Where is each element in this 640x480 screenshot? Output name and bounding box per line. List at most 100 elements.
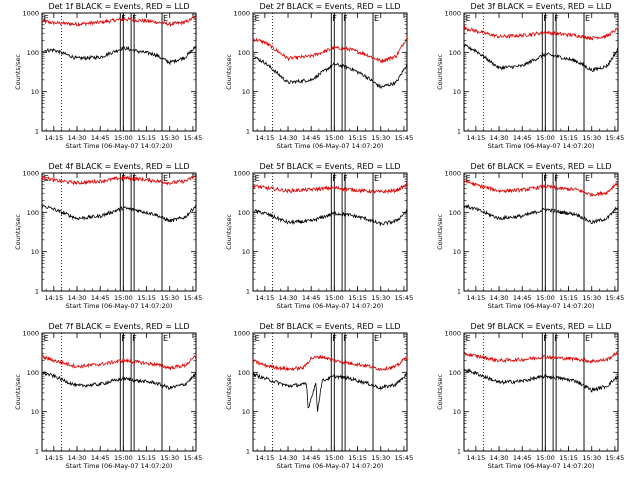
- y-tick-label: 100: [449, 49, 461, 57]
- x-axis-label: Start Time (06-May-07 14:07:20): [66, 462, 173, 470]
- y-tick-label: 1: [35, 128, 39, 136]
- panel-title: Det 7f BLACK = Events, RED = LLD: [48, 322, 189, 331]
- x-tick-label: 14:15: [466, 294, 485, 302]
- panel-det-4: Det 4f BLACK = Events, RED = LLD 1 10 100 10…: [14, 162, 202, 310]
- x-tick-label: 15:00: [325, 294, 344, 302]
- flag-label: F: [543, 14, 548, 23]
- series-black-line: [41, 203, 197, 223]
- y-axis-label: Counts/sec: [14, 374, 22, 410]
- panel-title: Det 9f BLACK = Events, RED = LLD: [470, 322, 611, 331]
- y-tick-label: 10: [242, 248, 250, 256]
- y-tick-label: 1000: [444, 330, 461, 338]
- flag-label: F: [343, 174, 348, 183]
- series-red-line: [463, 179, 619, 197]
- y-axis-label: Counts/sec: [225, 214, 233, 250]
- flag-label: F: [343, 14, 348, 23]
- x-tick-label: 15:30: [582, 454, 601, 462]
- y-tick-label: 1000: [233, 170, 250, 178]
- y-tick-label: 1000: [22, 330, 39, 338]
- x-tick-label: 14:45: [302, 134, 321, 142]
- flag-label: E: [466, 14, 471, 23]
- y-tick-label: 10: [31, 408, 39, 416]
- x-axis-label: Start Time (06-May-07 14:07:20): [277, 462, 384, 470]
- x-tick-label: 14:30: [490, 454, 509, 462]
- x-axis-label: Start Time (06-May-07 14:07:20): [488, 462, 595, 470]
- x-tick-label: 14:15: [44, 294, 63, 302]
- flag-label: F: [121, 14, 126, 23]
- y-tick-label: 100: [27, 209, 39, 217]
- panel-det-9: Det 9f BLACK = Events, RED = LLD 1 10 100 10…: [436, 322, 624, 470]
- x-tick-label: 15:45: [184, 134, 203, 142]
- flag-label: F: [121, 334, 126, 343]
- series-black-line: [252, 208, 408, 226]
- x-tick-label: 14:30: [68, 134, 87, 142]
- flag-label: F: [554, 14, 559, 23]
- y-tick-label: 1: [35, 288, 39, 296]
- y-tick-label: 10: [242, 408, 250, 416]
- panel-title: Det 8f BLACK = Events, RED = LLD: [259, 322, 400, 331]
- x-tick-label: 15:15: [348, 454, 367, 462]
- x-tick-label: 14:15: [255, 294, 274, 302]
- y-axis-label: Counts/sec: [14, 214, 22, 250]
- x-tick-label: 15:45: [606, 294, 625, 302]
- series-black-line: [463, 204, 619, 225]
- x-tick-label: 15:00: [536, 134, 555, 142]
- series-red-line: [463, 25, 619, 41]
- flag-label: E: [163, 14, 168, 23]
- x-tick-label: 14:30: [279, 134, 298, 142]
- x-tick-label: 14:30: [68, 294, 87, 302]
- x-tick-label: 15:00: [536, 454, 555, 462]
- y-tick-label: 1: [35, 448, 39, 456]
- x-tick-label: 14:45: [513, 134, 532, 142]
- x-tick-label: 14:15: [466, 454, 485, 462]
- panel-det-6: Det 6f BLACK = Events, RED = LLD 1 10 100 10…: [436, 162, 624, 310]
- flag-label: E: [466, 334, 471, 343]
- plot-frame: [41, 172, 197, 292]
- x-tick-label: 15:45: [606, 134, 625, 142]
- flag-label: E: [44, 334, 49, 343]
- x-tick-label: 14:30: [490, 294, 509, 302]
- x-tick-label: 15:00: [114, 294, 133, 302]
- panel-title: Det 2f BLACK = Events, RED = LLD: [259, 2, 400, 11]
- x-axis-label: Start Time (06-May-07 14:07:20): [277, 142, 384, 150]
- series-black-line: [463, 367, 619, 393]
- x-tick-label: 15:30: [371, 134, 390, 142]
- series-red-line: [463, 350, 619, 364]
- series-red-line: [252, 36, 408, 64]
- y-tick-label: 10: [31, 88, 39, 96]
- plot-frame: [463, 332, 619, 452]
- plot-frame: [252, 12, 408, 132]
- x-tick-label: 15:15: [137, 454, 156, 462]
- y-tick-label: 100: [238, 209, 250, 217]
- x-tick-label: 15:00: [536, 294, 555, 302]
- x-tick-label: 14:45: [302, 294, 321, 302]
- x-tick-label: 14:15: [44, 454, 63, 462]
- flag-label: E: [585, 14, 590, 23]
- x-tick-label: 15:15: [348, 134, 367, 142]
- flag-label: F: [132, 334, 137, 343]
- y-tick-label: 1: [246, 448, 250, 456]
- panel-title: Det 4f BLACK = Events, RED = LLD: [48, 162, 189, 171]
- y-tick-label: 100: [27, 369, 39, 377]
- series-red-line: [252, 182, 408, 195]
- y-axis-label: Counts/sec: [436, 214, 444, 250]
- flag-label: E: [44, 14, 49, 23]
- x-tick-label: 14:45: [302, 454, 321, 462]
- y-tick-label: 1000: [444, 10, 461, 18]
- flag-label: F: [332, 334, 337, 343]
- y-tick-label: 1: [246, 128, 250, 136]
- x-tick-label: 14:30: [279, 454, 298, 462]
- flag-label: F: [121, 174, 126, 183]
- x-tick-label: 15:30: [160, 294, 179, 302]
- flag-label: E: [255, 174, 260, 183]
- plot-frame: [41, 332, 197, 452]
- series-black-line: [41, 45, 197, 66]
- x-tick-label: 15:45: [184, 454, 203, 462]
- y-axis-label: Counts/sec: [225, 374, 233, 410]
- x-tick-label: 15:15: [137, 294, 156, 302]
- x-tick-label: 14:30: [68, 454, 87, 462]
- x-tick-label: 15:15: [559, 294, 578, 302]
- flag-label: F: [554, 174, 559, 183]
- flag-label: F: [543, 174, 548, 183]
